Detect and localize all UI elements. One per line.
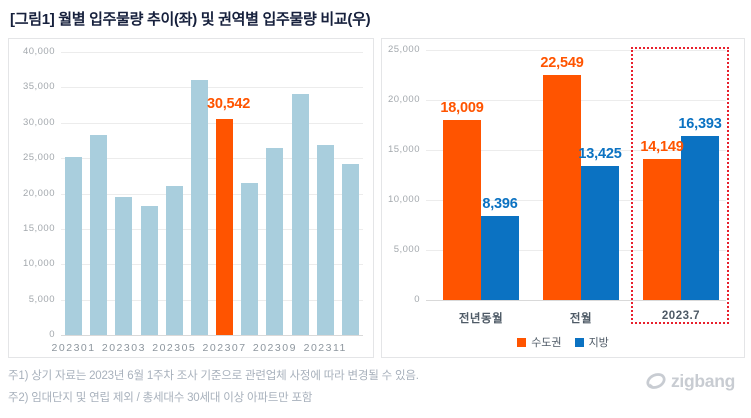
y-tick-label: 25,000: [387, 44, 420, 55]
gridline: [426, 50, 726, 51]
legend-label: 수도권: [531, 337, 562, 349]
bar-202306: [190, 80, 208, 335]
y-tick-label: 10,000: [387, 194, 420, 205]
bar-value-label: 8,396: [482, 196, 518, 213]
gridline: [61, 299, 363, 301]
page-title: [그림1] 월별 입주물량 추이(좌) 및 권역별 입주물량 비교(우): [10, 11, 371, 28]
bar-지방-전월: [581, 165, 619, 300]
y-tick-label: 0: [414, 294, 420, 305]
x-tick-label: 202309: [252, 342, 297, 354]
bar-value-label: 13,425: [578, 145, 622, 162]
gridline: [61, 158, 363, 160]
regional-chart-plot: 0 5,000 10,000 15,000 20,000 25,000 18,009 8,39…: [388, 44, 726, 325]
bar-202303: [115, 197, 133, 335]
x-tick-label: 202305: [152, 342, 197, 354]
bar-202304: [140, 206, 158, 335]
bar-지방-전년동월: [481, 216, 519, 300]
gridline: [61, 122, 363, 124]
bar-value-label: 22,549: [540, 54, 584, 71]
zigbang-logo-icon: [646, 373, 666, 389]
bar-value-label: 16,393: [678, 116, 722, 133]
legend: 수도권 지방: [382, 334, 744, 350]
y-tick-label: 30,000: [22, 116, 55, 128]
bar-value-label: 30,542: [207, 95, 251, 112]
y-tick-label: 5,000: [28, 293, 55, 305]
x-tick-label: 전년동월: [458, 313, 504, 325]
bar-지방-2023.7: [681, 136, 719, 300]
monthly-chart-plot: 0 5,000 10,000 15,000 20,000 25,000 30,000 35,0…: [23, 46, 363, 354]
bar-202312: [341, 163, 359, 335]
bar-value-label: 18,009: [440, 99, 484, 116]
gridline: [61, 335, 363, 336]
x-tick-label: 202307: [202, 342, 247, 354]
x-tick-label: 202301: [51, 342, 96, 354]
bar-202311: [316, 145, 334, 335]
bar-202307: [216, 118, 234, 335]
footnote-1: 주1) 상기 자료는 2023년 6월 1주차 조사 기준으로 관련업체 사정에…: [8, 370, 419, 382]
y-tick-label: 0: [49, 329, 55, 340]
x-tick-label: 202303: [101, 342, 146, 354]
legend-item-지방: 지방: [574, 334, 609, 350]
y-tick-label: 10,000: [22, 258, 55, 270]
x-tick-label: 2023.7: [661, 310, 701, 322]
bar-202302: [90, 134, 108, 335]
y-tick-label: 40,000: [22, 46, 55, 57]
bar-202310: [291, 94, 309, 335]
y-tick-label: 20,000: [387, 94, 420, 105]
monthly-chart-panel: 0 5,000 10,000 15,000 20,000 25,000 30,000 35,0…: [8, 38, 374, 358]
x-tick-label: 202311: [303, 342, 347, 354]
footnote-2: 주2) 임대단지 및 연립 제외 / 총세대수 30세대 이상 아파트만 포함: [8, 392, 313, 404]
y-tick-label: 20,000: [22, 187, 55, 199]
bar-202308: [241, 182, 259, 335]
bar-수도권-전년동월: [443, 119, 481, 300]
gridline: [61, 193, 363, 195]
bar-value-label: 14,149: [640, 138, 684, 155]
y-tick-label: 15,000: [22, 222, 55, 234]
zigbang-logo: zigbang: [645, 370, 735, 392]
zigbang-logo-text: zigbang: [670, 370, 735, 391]
gridline: [61, 228, 363, 230]
legend-item-수도권: 수도권: [517, 334, 562, 350]
gridline: [61, 52, 363, 53]
y-tick-label: 15,000: [387, 144, 420, 155]
y-tick-label: 25,000: [22, 152, 55, 164]
current-month-highlight-box: [631, 47, 729, 324]
bar-수도권-전월: [543, 74, 581, 300]
bar-202301: [65, 157, 83, 335]
bar-수도권-2023.7: [643, 158, 681, 300]
y-tick-label: 5,000: [393, 244, 420, 255]
regional-chart-panel: 0 5,000 10,000 15,000 20,000 25,000 18,009 8,39…: [381, 38, 745, 358]
gridline: [61, 87, 363, 89]
legend-swatch: [574, 337, 584, 347]
gridline: [61, 264, 363, 266]
y-tick-label: 35,000: [22, 81, 55, 93]
bar-202305: [165, 185, 183, 335]
bar-202309: [266, 147, 284, 335]
gridline: [426, 300, 726, 301]
x-tick-label: 전월: [569, 313, 593, 325]
legend-swatch: [517, 337, 527, 347]
legend-label: 지방: [588, 337, 609, 349]
